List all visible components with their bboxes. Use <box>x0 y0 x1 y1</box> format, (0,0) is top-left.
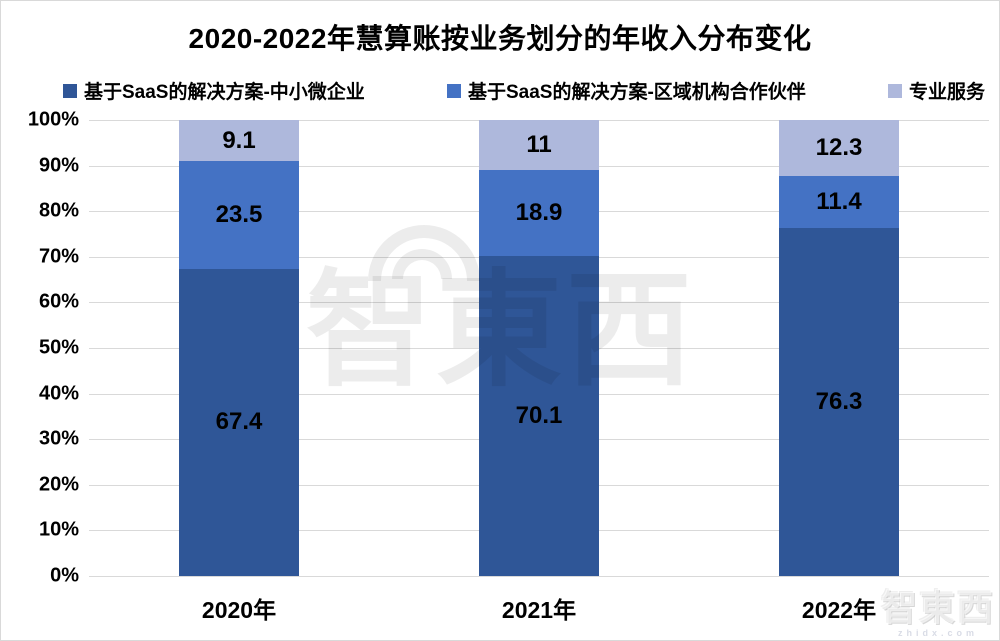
y-axis-tick-40: 40% <box>38 382 79 405</box>
chart-title: 2020-2022年慧算账按业务划分的年收入分布变化 <box>188 23 812 54</box>
y-axis-tick-60: 60% <box>38 290 79 313</box>
y-axis-tick-100: 100% <box>27 108 79 131</box>
watermark-corner-url: zhidx.com <box>897 628 978 638</box>
bar-value-label: 23.5 <box>215 201 263 229</box>
bar-value-label: 70.1 <box>515 402 563 430</box>
bar-value-label: 76.3 <box>815 388 863 416</box>
legend-item-sme: 基于SaaS的解决方案-中小微企业 <box>63 77 365 104</box>
bar-segment-2022年-series1: 11.4 <box>779 176 899 229</box>
bar-segment-2022年-series2: 12.3 <box>779 120 899 177</box>
x-axis-label-2022年: 2022年 <box>801 597 877 623</box>
y-axis-tick-90: 90% <box>38 154 79 177</box>
bar-value-label: 18.9 <box>515 199 563 227</box>
y-axis-tick-50: 50% <box>38 336 79 359</box>
y-axis-tick-80: 80% <box>38 199 79 222</box>
y-axis-tick-30: 30% <box>38 427 79 450</box>
bar-value-label: 12.3 <box>815 134 863 162</box>
bar-segment-2021年-series1: 18.9 <box>479 170 599 257</box>
watermark-wifi-arc-inner-icon <box>392 249 452 279</box>
y-axis-tick-0: 0% <box>50 564 79 587</box>
bar-segment-2020年-series0: 67.4 <box>179 268 299 576</box>
legend-item-professional-services: 专业服务 <box>887 77 985 104</box>
bar-segment-2022年-series0: 76.3 <box>779 228 899 576</box>
bar-segment-2021年-series0: 70.1 <box>479 256 599 576</box>
x-axis-label-2020年: 2020年 <box>201 597 277 623</box>
chart-legend: 基于SaaS的解决方案-中小微企业 基于SaaS的解决方案-区域机构合作伙伴 专… <box>63 77 985 104</box>
x-axis-label-2021年: 2021年 <box>501 597 577 623</box>
legend-swatch-professional-services <box>887 83 902 98</box>
bar-segment-2021年-series2: 11 <box>479 120 599 171</box>
bar-segment-2020年-series1: 23.5 <box>179 161 299 269</box>
bar-value-label: 11.4 <box>816 188 862 216</box>
y-axis-tick-10: 10% <box>38 518 79 541</box>
legend-item-regional-partners: 基于SaaS的解决方案-区域机构合作伙伴 <box>446 77 806 104</box>
bar-value-label: 11 <box>526 131 552 159</box>
bar-value-label: 9.1 <box>222 126 256 154</box>
legend-swatch-sme <box>63 83 77 98</box>
watermark-wifi-arc-outer-icon <box>368 225 480 281</box>
legend-label-professional-services: 专业服务 <box>908 82 985 103</box>
legend-label-regional-partners: 基于SaaS的解决方案-区域机构合作伙伴 <box>467 82 806 103</box>
y-axis-tick-70: 70% <box>38 245 79 268</box>
bar-segment-2020年-series2: 9.1 <box>179 120 299 162</box>
bar-value-label: 67.4 <box>215 408 263 436</box>
y-axis-tick-20: 20% <box>38 473 79 496</box>
legend-label-sme: 基于SaaS的解决方案-中小微企业 <box>84 82 365 103</box>
legend-swatch-regional-partners <box>446 83 461 98</box>
gridline-0 <box>89 576 989 577</box>
